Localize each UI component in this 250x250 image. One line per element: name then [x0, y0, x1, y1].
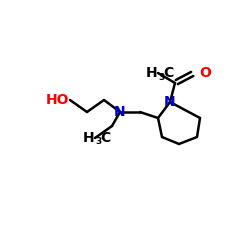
Text: 3: 3 — [95, 138, 101, 146]
Text: N: N — [164, 95, 176, 109]
Text: C: C — [163, 66, 173, 80]
Text: HO: HO — [46, 93, 69, 107]
Text: 3: 3 — [158, 72, 164, 82]
Text: O: O — [199, 66, 211, 80]
Text: C: C — [100, 131, 110, 145]
Text: N: N — [114, 105, 126, 119]
Text: H: H — [146, 66, 157, 80]
Text: H: H — [82, 131, 94, 145]
